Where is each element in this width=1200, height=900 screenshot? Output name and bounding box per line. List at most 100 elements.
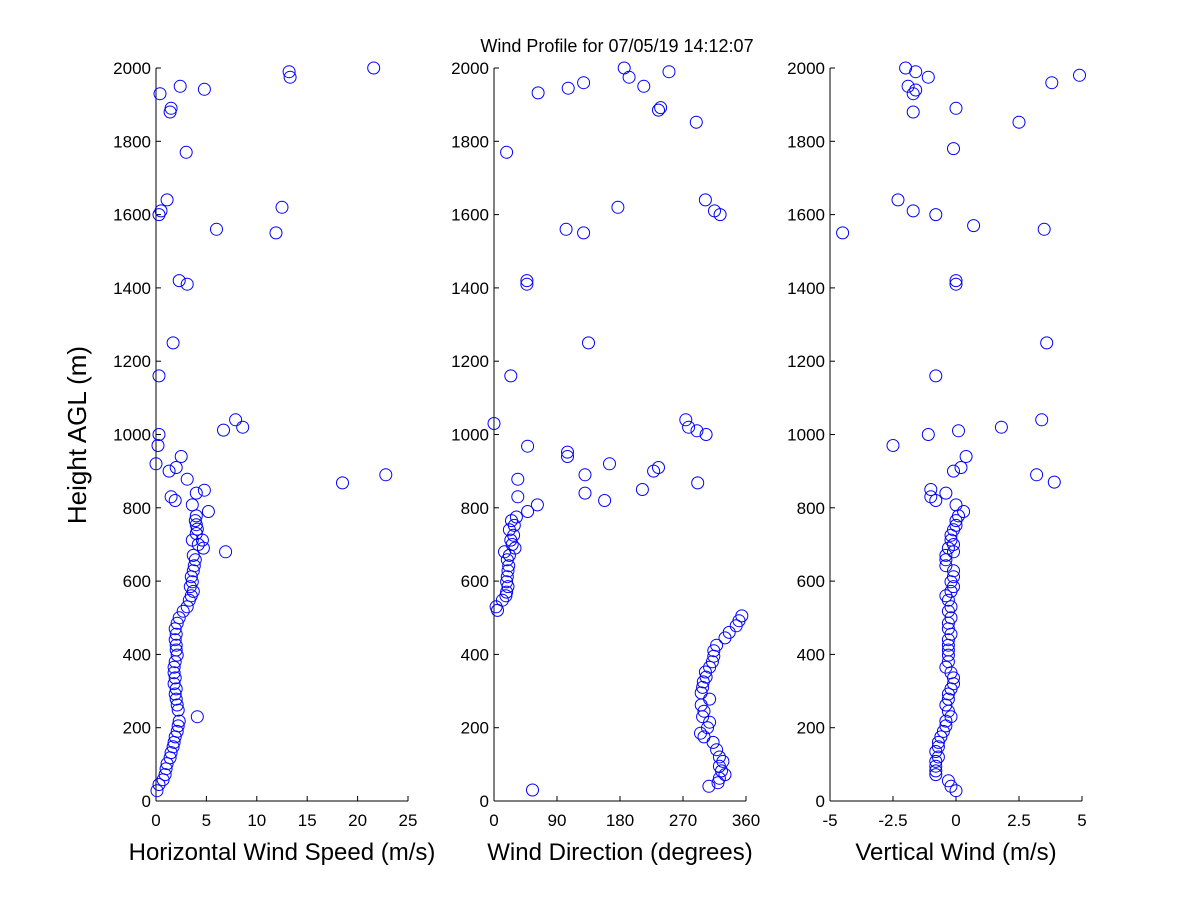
data-point [701, 721, 714, 735]
data-point [836, 226, 850, 240]
data-point [652, 103, 665, 117]
data-point [186, 548, 200, 562]
data-point [931, 735, 945, 749]
data-point [578, 486, 592, 500]
data-point [168, 633, 182, 647]
data-point [530, 498, 544, 512]
data-point [1073, 68, 1086, 82]
data-point [713, 208, 727, 222]
data-point [174, 450, 188, 463]
data-point [501, 580, 515, 594]
data-point [162, 464, 176, 478]
data-point [698, 665, 712, 679]
y-tick-label: 800 [797, 499, 825, 518]
y-tick-label: 400 [461, 645, 489, 664]
data-point [169, 643, 183, 657]
panel-3: 0 200 400 600 800 1000 1200 1400 1600 1800 2000 -5 -… [787, 59, 1087, 866]
x-axis-label: Wind Direction (degrees) [487, 839, 752, 866]
data-point [1012, 115, 1026, 129]
data-point [172, 611, 186, 625]
panel-1: 0 200 400 600 800 1000 1200 1400 1600 1800 2000 0 5 1… [113, 59, 435, 866]
data-point [217, 423, 230, 437]
data-point [906, 105, 920, 119]
data-point [939, 559, 953, 573]
data-point [185, 498, 199, 512]
data-point [166, 740, 180, 754]
data-point [941, 692, 955, 706]
data-point [164, 746, 178, 760]
y-tick-label: 800 [123, 499, 151, 518]
y-tick-label: 600 [797, 572, 825, 591]
data-point [190, 710, 204, 724]
data-point [269, 226, 283, 240]
data-point [697, 704, 711, 718]
data-point [949, 498, 963, 512]
data-point [149, 457, 163, 471]
data-point [170, 724, 184, 738]
y-tick-label: 1600 [451, 206, 489, 225]
x-tick-label: 0 [151, 811, 160, 830]
data-point [944, 600, 958, 614]
data-point [582, 336, 595, 350]
data-point [654, 101, 668, 115]
data-point [924, 490, 938, 504]
y-tick-label: 400 [123, 645, 151, 664]
data-point [152, 428, 166, 441]
data-point [160, 193, 174, 207]
data-point [169, 638, 183, 652]
y-tick-label: 200 [123, 719, 151, 738]
figure-title: Wind Profile for 07/05/19 14:12:07 [480, 36, 753, 56]
x-tick-label: 0 [489, 811, 498, 830]
x-tick-label: 2.5 [1007, 811, 1031, 830]
y-tick-label: 600 [123, 572, 151, 591]
data-point [561, 81, 575, 95]
data-point [172, 714, 186, 728]
data-point [901, 79, 915, 93]
data-point [197, 483, 211, 497]
x-axis-label: Vertical Wind (m/s) [855, 839, 1056, 866]
data-point [189, 486, 203, 500]
x-tick-label: 20 [348, 811, 367, 830]
data-point [921, 70, 935, 84]
data-point [1045, 76, 1059, 90]
data-point [712, 750, 726, 764]
data-point [173, 79, 187, 93]
data-point [152, 208, 166, 222]
data-point [236, 420, 250, 434]
data-point [647, 464, 661, 478]
y-tick-label: 1800 [113, 132, 151, 151]
data-point [577, 226, 591, 240]
data-point [500, 585, 514, 599]
data-point [168, 494, 182, 507]
x-tick-label: 15 [298, 811, 317, 830]
data-point [947, 570, 960, 584]
data-point [495, 593, 509, 607]
y-tick-label: 1200 [113, 352, 151, 371]
data-point [367, 61, 381, 75]
data-point [949, 518, 963, 532]
x-tick-label: 10 [247, 811, 266, 830]
data-point [164, 490, 178, 504]
data-points [836, 61, 1086, 798]
x-tick-label: 0 [951, 811, 960, 830]
data-point [947, 464, 960, 478]
data-point [689, 115, 703, 129]
data-points [487, 61, 749, 797]
data-point [336, 476, 349, 490]
y-tick-label: 1000 [113, 426, 151, 445]
data-point [682, 420, 696, 434]
data-point [167, 660, 181, 674]
data-point [1037, 222, 1051, 236]
data-point [1040, 336, 1054, 350]
data-point [511, 490, 525, 504]
data-point [504, 369, 518, 383]
data-point [176, 604, 190, 618]
data-point [282, 65, 296, 79]
data-point [500, 145, 514, 159]
x-tick-label: -2.5 [878, 811, 907, 830]
data-point [941, 648, 955, 662]
data-point [944, 533, 958, 547]
data-point [929, 759, 943, 773]
